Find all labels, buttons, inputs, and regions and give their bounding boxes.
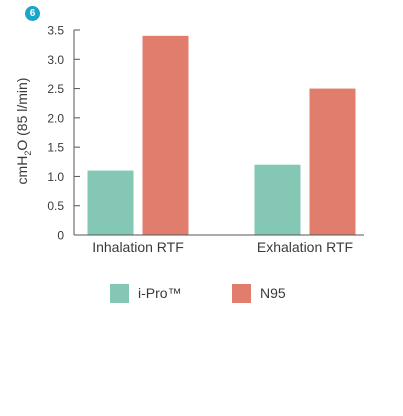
y-tick-label: 1.0 (47, 170, 64, 184)
bar-n95-inhalation (142, 35, 189, 235)
legend-item-n95: N95 (232, 281, 286, 305)
axes: 0 0.5 1.0 1.5 2.0 2.5 3.0 3.5 (47, 24, 364, 243)
bar-n95-exhalation (309, 88, 356, 235)
legend-swatch-n95 (232, 283, 251, 303)
y-axis-label-part-2: O (85 l/min) (14, 78, 30, 151)
y-tick-label: 3.5 (47, 24, 64, 38)
bars (87, 35, 356, 235)
y-axis-label-subscript: 2 (23, 151, 33, 156)
figure-number-badge: 6 (25, 6, 40, 21)
legend-swatch-ipro (110, 283, 129, 303)
y-tick-label: 0 (57, 229, 64, 243)
legend: i-Pro™ N95 (0, 281, 403, 305)
bar-ipro-exhalation (254, 164, 301, 235)
legend-item-ipro: i-Pro™ (110, 281, 182, 305)
x-tick-labels: Inhalation RTF Exhalation RTF (92, 239, 353, 255)
legend-label-ipro: i-Pro™ (138, 285, 182, 301)
y-tick-label: 2.0 (47, 111, 64, 125)
y-axis-label: cmH2O (85 l/min) (14, 78, 33, 185)
y-tick-label: 3.0 (47, 53, 64, 67)
y-tick-label: 1.5 (47, 141, 64, 155)
y-axis-label-part-1: cmH (14, 156, 30, 185)
x-tick-label: Exhalation RTF (257, 239, 353, 255)
bar-ipro-inhalation (87, 170, 134, 235)
legend-label-n95: N95 (260, 285, 286, 301)
y-tick-label: 0.5 (47, 199, 64, 213)
x-tick-label: Inhalation RTF (92, 239, 184, 255)
bar-chart: cmH2O (85 l/min) Inhalation RTF Exhalatio… (14, 24, 364, 255)
y-tick-label: 2.5 (47, 82, 64, 96)
